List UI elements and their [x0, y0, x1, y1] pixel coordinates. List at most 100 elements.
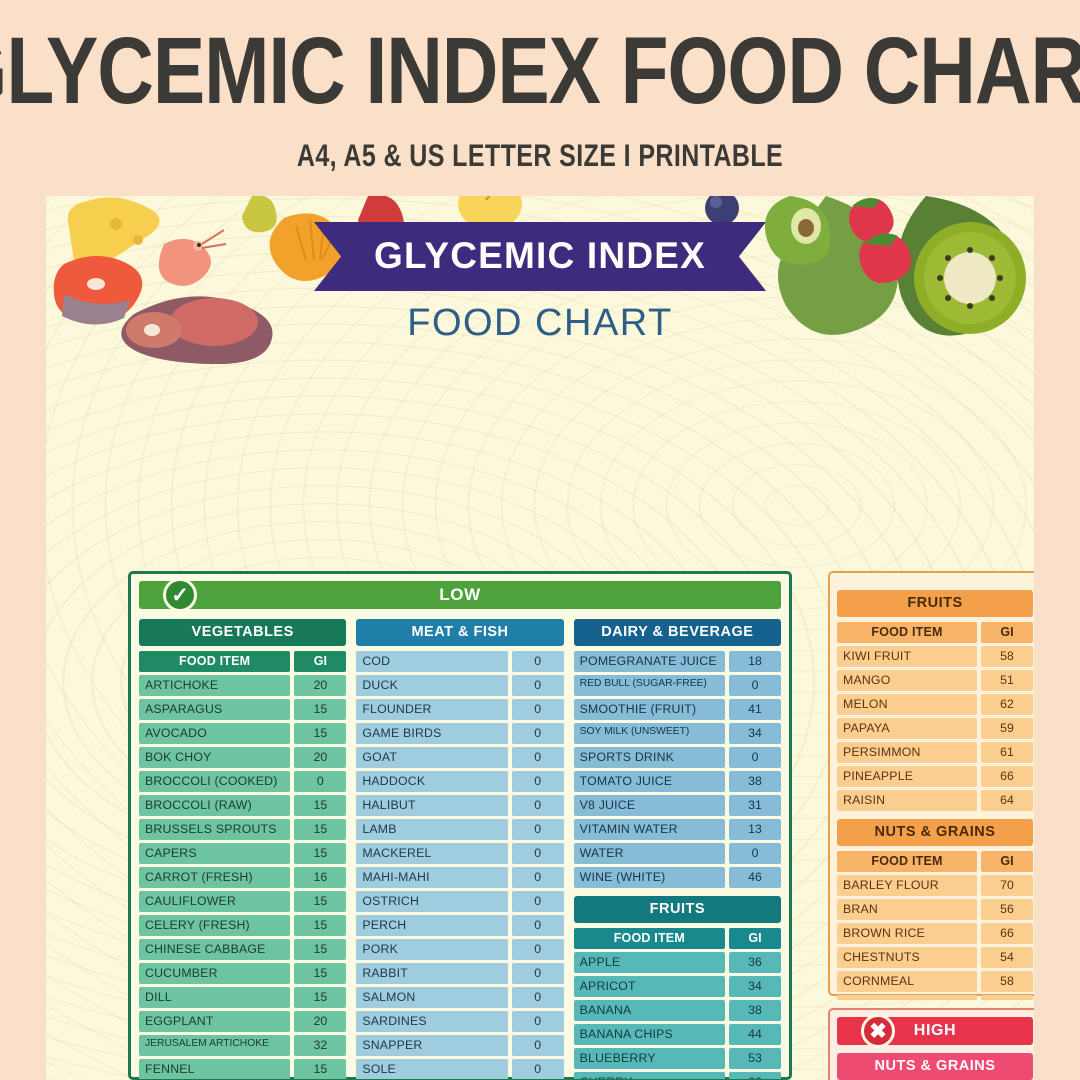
table-row: JERUSALEM ARTICHOKE 32: [139, 1035, 347, 1056]
table-row: CAULIFLOWER 15: [139, 891, 347, 912]
table-row: SMOOTHIE (FRUIT) 41: [573, 699, 781, 720]
medium-panel: FRUITS FOOD ITEM GI KIWI FRUIT 58 MANGO 51 MELO…: [828, 571, 1034, 1000]
food-item-cell: DILL: [139, 987, 291, 1008]
table-row: LAMB 0: [356, 819, 564, 840]
table-row: BLUEBERRY 53: [573, 1048, 781, 1069]
table-row: HALIBUT 0: [356, 795, 564, 816]
category-section: FRUITS FOOD ITEM GI APPLE 36 APRICOT 34 BANANA 3…: [573, 896, 781, 1079]
table-row: CHESTNUTS 54: [837, 947, 1033, 968]
food-item-cell: APPLE: [573, 952, 725, 973]
gi-value-cell: 0: [511, 819, 564, 840]
table-header-row: FOOD ITEM GI: [573, 928, 781, 949]
food-item-cell: COUSCOUS: [837, 995, 977, 1000]
category-section: NUTS & GRAINS FOOD ITEM GI BARLEY FLOUR 70 BR…: [837, 819, 1033, 1000]
table-row: WINE (WHITE) 46: [573, 867, 781, 888]
high-band: ✖ HIGH: [837, 1014, 1033, 1048]
food-item-cell: RABBIT: [356, 963, 508, 984]
table-row: CUCUMBER 15: [139, 963, 347, 984]
gi-value-cell: 15: [294, 723, 347, 744]
food-item-cell: HALIBUT: [356, 795, 508, 816]
low-column-3: DAIRY & BEVERAGE POMEGRANATE JUICE 18 RED B…: [573, 619, 781, 1079]
gi-value-cell: 54: [981, 947, 1033, 968]
table-row: SARDINES 0: [356, 1011, 564, 1032]
poster: GLYCEMIC INDEX FOOD CHART ✓ LOW VEGETABL…: [46, 196, 1034, 1080]
gi-value-cell: 0: [511, 771, 564, 792]
food-item-cell: FLOUNDER: [356, 699, 508, 720]
gi-value-cell: 15: [294, 819, 347, 840]
food-item-cell: BROWN RICE: [837, 923, 977, 944]
food-item-cell: BANANA CHIPS: [573, 1024, 725, 1045]
gi-value-cell: 70: [981, 875, 1033, 896]
gi-value-cell: 59: [981, 718, 1033, 739]
food-item-cell: SMOOTHIE (FRUIT): [573, 699, 725, 720]
gi-value-cell: 0: [728, 747, 781, 768]
category-heading: FRUITS: [573, 896, 781, 923]
category-heading: NUTS & GRAINS: [837, 1053, 1033, 1080]
gi-table: FOOD ITEM GI BARLEY FLOUR 70 BRAN 56 BROWN RIC…: [837, 851, 1033, 1000]
food-item-cell: BRUSSELS SPROUTS: [139, 819, 291, 840]
table-row: MELON 62: [837, 694, 1033, 715]
gi-value-cell: 34: [728, 976, 781, 997]
gi-value-cell: 65: [981, 995, 1033, 1000]
food-item-cell: SOLE: [356, 1059, 508, 1079]
food-item-cell: AVOCADO: [139, 723, 291, 744]
table-row: VITAMIN WATER 13: [573, 819, 781, 840]
table-row: CORNMEAL 58: [837, 971, 1033, 992]
gi-value-cell: 44: [728, 1024, 781, 1045]
gi-value-cell: 15: [294, 987, 347, 1008]
table-row: SALMON 0: [356, 987, 564, 1008]
gi-table: POMEGRANATE JUICE 18 RED BULL (SUGAR-FREE)…: [573, 651, 781, 888]
decorative-food-band: [46, 196, 1034, 364]
col-gi: GI: [981, 622, 1033, 643]
table-row: APRICOT 34: [573, 976, 781, 997]
food-item-cell: BARLEY FLOUR: [837, 875, 977, 896]
gi-value-cell: 0: [511, 747, 564, 768]
table-row: MAHI-MAHI 0: [356, 867, 564, 888]
food-item-cell: MAHI-MAHI: [356, 867, 508, 888]
table-row: CHERRY22: [573, 1072, 781, 1079]
gi-value-cell: 15: [294, 843, 347, 864]
col-food-item: FOOD ITEM: [139, 651, 291, 672]
promo-title: GLYCEMIC INDEX FOOD CHART: [0, 17, 1080, 124]
table-row: EGGPLANT 20: [139, 1011, 347, 1032]
low-column-2: MEAT & FISH COD 0 DUCK 0 FLOUNDER 0 GAME BIRDS 0…: [356, 619, 564, 1079]
col-food-item: FOOD ITEM: [837, 622, 977, 643]
low-band-label: LOW: [439, 585, 481, 604]
gi-value-cell: 0: [294, 771, 347, 792]
high-band-label: HIGH: [913, 1022, 957, 1039]
table-row: BOK CHOY 20: [139, 747, 347, 768]
table-row: DUCK 0: [356, 675, 564, 696]
table-row: CHINESE CABBAGE 15: [139, 939, 347, 960]
table-row: BANANA 38: [573, 1000, 781, 1021]
gi-table: FOOD ITEM GI APPLE 36 APRICOT 34 BANANA 38 BANAN…: [573, 928, 781, 1079]
table-row: BANANA CHIPS 44: [573, 1024, 781, 1045]
food-item-cell: MELON: [837, 694, 977, 715]
table-row: BROCCOLI (COOKED) 0: [139, 771, 347, 792]
food-item-cell: BLUEBERRY: [573, 1048, 725, 1069]
col-gi: GI: [294, 651, 347, 672]
table-row: SOLE 0: [356, 1059, 564, 1079]
table-row: MANGO 51: [837, 670, 1033, 691]
category-section: DAIRY & BEVERAGE POMEGRANATE JUICE 18 RED B…: [573, 619, 781, 888]
table-row: PORK 0: [356, 939, 564, 960]
gi-value-cell: 0: [511, 891, 564, 912]
gi-value-cell: 41: [728, 699, 781, 720]
table-row: CARROT (FRESH) 16: [139, 867, 347, 888]
food-item-cell: ASPARAGUS: [139, 699, 291, 720]
table-row: BRAN 56: [837, 899, 1033, 920]
table-row: CAPERS 15: [139, 843, 347, 864]
gi-value-cell: 20: [294, 1011, 347, 1032]
gi-value-cell: 0: [511, 987, 564, 1008]
table-row: HADDOCK 0: [356, 771, 564, 792]
table-row: COUSCOUS 65: [837, 995, 1033, 1000]
food-item-cell: CHERRY: [573, 1072, 725, 1079]
food-item-cell: MACKEREL: [356, 843, 508, 864]
low-panel: ✓ LOW VEGETABLES FOOD ITEM GI ARTICHOKE 20 AS…: [128, 571, 792, 1080]
gi-value-cell: 0: [511, 1059, 564, 1079]
table-row: WATER 0: [573, 843, 781, 864]
food-item-cell: WINE (WHITE): [573, 867, 725, 888]
gi-value-cell: 15: [294, 915, 347, 936]
col-food-item: FOOD ITEM: [837, 851, 977, 872]
